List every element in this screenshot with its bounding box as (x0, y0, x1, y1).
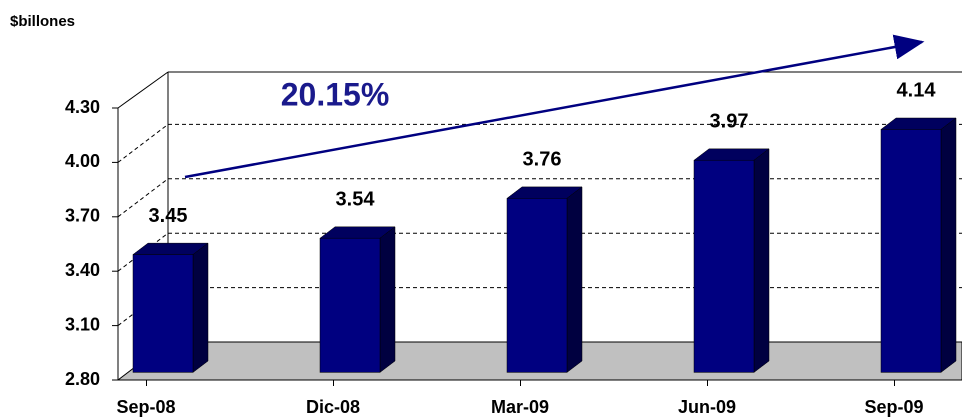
x-tick-label: Sep-09 (864, 397, 923, 417)
bar-side (379, 226, 396, 373)
bar-front (132, 254, 194, 373)
y-tick-label: 3.40 (65, 260, 100, 280)
bars (132, 117, 957, 373)
bar (693, 148, 770, 373)
value-label: 3.76 (523, 149, 562, 171)
bar-front (506, 198, 568, 373)
bar (319, 226, 396, 373)
y-tick-label: 3.70 (65, 206, 100, 226)
value-label: 4.14 (897, 80, 937, 102)
bar (506, 186, 583, 373)
bar-side (940, 117, 957, 373)
grid-line (117, 124, 169, 163)
y-tick-label: 4.30 (65, 97, 100, 117)
bar-side (192, 242, 209, 373)
value-label: 3.45 (149, 205, 188, 227)
bar (132, 242, 209, 373)
grid-line (117, 178, 169, 218)
bar (880, 117, 957, 373)
trend-arrow (184, 34, 925, 179)
value-label: 3.97 (710, 111, 749, 133)
chart-title: $billones (10, 13, 75, 30)
bar-side (753, 148, 770, 373)
growth-annotation: 20.15% (281, 76, 390, 112)
y-tick-label: 4.00 (65, 151, 100, 171)
x-tick-label: Sep-08 (116, 397, 175, 417)
y-tick-label: 2.80 (65, 369, 100, 389)
bar-front (319, 237, 381, 373)
bar-side (566, 186, 583, 373)
bar-front (693, 159, 755, 373)
x-tick-label: Jun-09 (678, 397, 736, 417)
x-tick-label: Dic-08 (306, 397, 360, 417)
x-tick-label: Mar-09 (491, 397, 549, 417)
y-tick-label: 3.10 (65, 314, 100, 334)
value-label: 3.54 (336, 188, 376, 210)
side-wall-top (117, 71, 169, 109)
bar-front (880, 129, 942, 373)
